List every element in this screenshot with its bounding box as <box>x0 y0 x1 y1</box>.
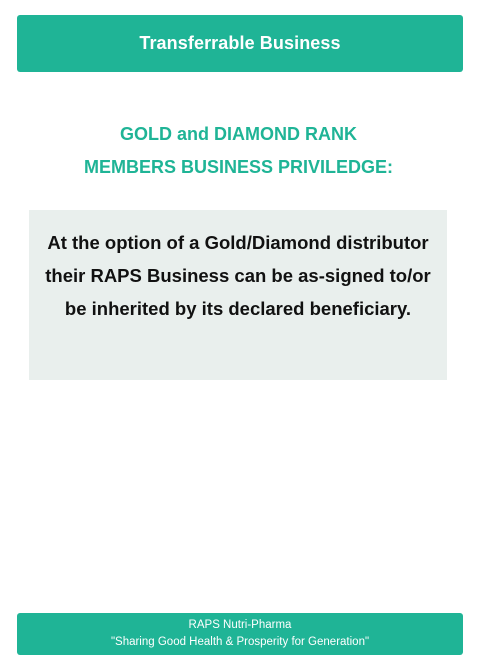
rank-heading-line-1: GOLD and DIAMOND RANK <box>120 124 357 144</box>
info-text: At the option of a Gold/Diamond distribu… <box>45 232 431 319</box>
page-title: Transferrable Business <box>139 33 341 53</box>
rank-heading: GOLD and DIAMOND RANK MEMBERS BUSINESS P… <box>0 118 477 184</box>
info-box: At the option of a Gold/Diamond distribu… <box>29 210 447 380</box>
footer-tagline: "Sharing Good Health & Prosperity for Ge… <box>110 636 370 648</box>
rank-heading-line-2: MEMBERS BUSINESS PRIVILEDGE: <box>83 157 394 177</box>
footer-company: RAPS Nutri-Pharma <box>188 619 292 631</box>
header-bar: Transferrable Business <box>17 15 463 72</box>
footer-bar: RAPS Nutri-Pharma "Sharing Good Health &… <box>17 613 463 655</box>
